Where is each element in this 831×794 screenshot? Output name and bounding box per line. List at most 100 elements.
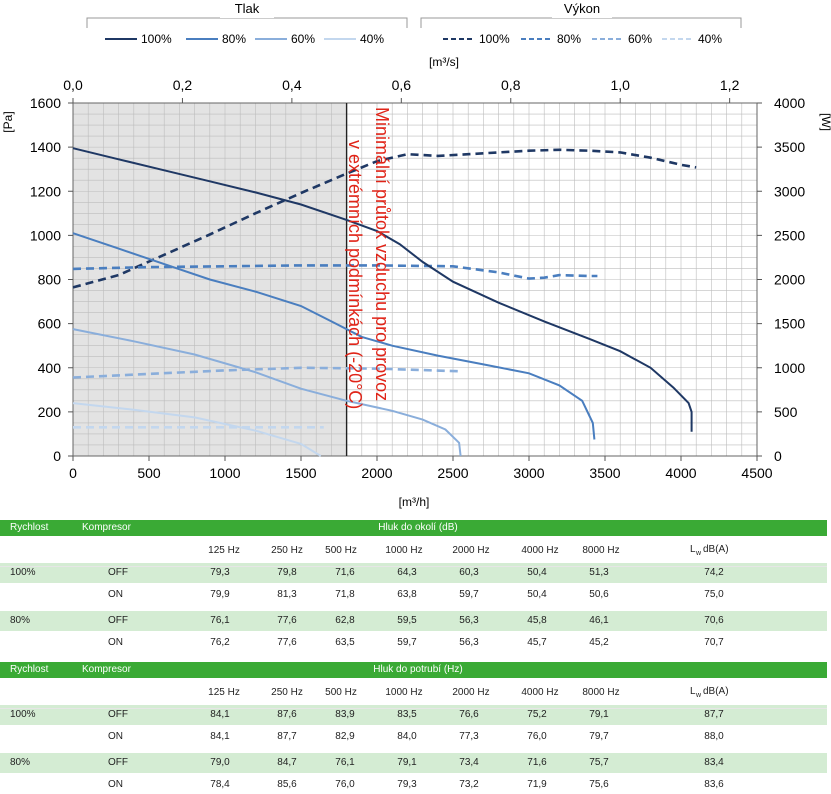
y-right-tick-label: 2500 (774, 227, 805, 243)
y-left-tick-label: 200 (38, 404, 62, 420)
row-value: 56,3 (459, 637, 479, 648)
band-header: 4000 Hz (521, 687, 559, 698)
legend-label-vykon-3: 40% (698, 32, 722, 46)
row-lw: 70,7 (704, 637, 724, 648)
row-value: 79,1 (397, 757, 417, 768)
row-band (0, 753, 827, 773)
row-speed: 100% (10, 709, 36, 720)
row-lw: 83,6 (704, 779, 724, 790)
row-value: 79,9 (210, 589, 230, 600)
row-value: 77,6 (277, 615, 297, 626)
band-header: 250 Hz (271, 545, 303, 556)
row-value: 76,6 (459, 709, 479, 720)
band-header: 1000 Hz (385, 545, 423, 556)
header-kompresor: Kompresor (82, 664, 131, 675)
table-title: Hluk do potrubí (Hz) (373, 664, 463, 675)
legend-label-tlak-1: 80% (222, 32, 246, 46)
y-left-tick-label: 0 (53, 448, 61, 464)
row-value: 87,7 (277, 731, 297, 742)
row-value: 79,8 (277, 567, 297, 578)
band-header: 125 Hz (208, 545, 240, 556)
row-value: 84,7 (277, 757, 297, 768)
x-top-tick-label: 0,6 (392, 77, 412, 93)
row-value: 71,6 (335, 567, 355, 578)
row-speed: 80% (10, 615, 31, 626)
row-value: 82,9 (335, 731, 355, 742)
band-header: 4000 Hz (521, 545, 559, 556)
row-value: 50,4 (527, 567, 547, 578)
row-speed: 80% (10, 757, 31, 768)
y-left-tick-label: 1400 (30, 139, 61, 155)
row-lw: 83,4 (704, 757, 724, 768)
legend-title-tlak: Tlak (235, 1, 260, 16)
row-value: 45,8 (527, 615, 547, 626)
row-value: 59,5 (397, 615, 417, 626)
row-lw: 70,6 (704, 615, 724, 626)
row-value: 46,1 (589, 615, 609, 626)
y-left-axis-label: [Pa] (1, 111, 15, 132)
legend-label-vykon-1: 80% (557, 32, 581, 46)
row-value: 76,1 (210, 615, 230, 626)
x-bottom-tick-label: 3000 (513, 465, 544, 481)
table-header-bar: Rychlost Kompresor Hluk do okolí (dB) (0, 520, 827, 536)
row-lw: 88,0 (704, 731, 724, 742)
row-value: 81,3 (277, 589, 297, 600)
row-value: 63,5 (335, 637, 355, 648)
row-value: 75,2 (527, 709, 547, 720)
row-value: 87,6 (277, 709, 297, 720)
x-bottom-tick-label: 1000 (209, 465, 240, 481)
x-top-tick-label: 0,4 (282, 77, 302, 93)
row-value: 50,4 (527, 589, 547, 600)
row-value: 45,7 (527, 637, 547, 648)
row-value: 84,1 (210, 731, 230, 742)
x-bottom-axis-label: [m³/h] (399, 495, 430, 509)
y-left-tick-label: 800 (38, 272, 62, 288)
row-kompresor: ON (108, 779, 123, 790)
row-value: 59,7 (459, 589, 479, 600)
y-right-axis-label: [W] (819, 113, 831, 131)
lw-unit: dB(A) (703, 686, 729, 697)
y-left-tick-label: 1200 (30, 183, 61, 199)
row-value: 83,9 (335, 709, 355, 720)
row-value: 73,4 (459, 757, 479, 768)
row-value: 78,4 (210, 779, 230, 790)
row-value: 64,3 (397, 567, 417, 578)
row-value: 83,5 (397, 709, 417, 720)
row-value: 60,3 (459, 567, 479, 578)
pressure-line-80 (72, 232, 596, 440)
x-bottom-tick-label: 500 (137, 465, 161, 481)
band-header: 250 Hz (271, 687, 303, 698)
lw-sub: w (696, 550, 702, 557)
pressure-line-40 (72, 402, 322, 457)
row-value: 79,7 (589, 731, 609, 742)
x-bottom-tick-label: 2500 (437, 465, 468, 481)
table-divider (0, 566, 827, 567)
row-value: 50,6 (589, 589, 609, 600)
row-value: 77,6 (277, 637, 297, 648)
legend-title-bg-tlak (220, 2, 274, 18)
row-kompresor: OFF (108, 709, 128, 720)
row-value: 76,0 (527, 731, 547, 742)
y-right-tick-label: 1500 (774, 316, 805, 332)
annotation-line-2: v extrémních podmínkách (-20°C) (345, 140, 365, 409)
row-speed: 100% (10, 567, 36, 578)
table-header-bar: Rychlost Kompresor Hluk do potrubí (Hz) (0, 662, 827, 678)
row-kompresor: OFF (108, 615, 128, 626)
lw-sub: w (696, 692, 702, 699)
row-value: 63,8 (397, 589, 417, 600)
row-value: 51,3 (589, 567, 609, 578)
band-header: 500 Hz (325, 545, 357, 556)
y-right-tick-label: 1000 (774, 360, 805, 376)
x-top-tick-label: 0,8 (501, 77, 521, 93)
legend-bracket-vykon (420, 17, 742, 28)
row-value: 62,8 (335, 615, 355, 626)
power-line-80 (72, 264, 598, 280)
row-value: 84,1 (210, 709, 230, 720)
row-value: 71,6 (527, 757, 547, 768)
lw-header: L (690, 686, 696, 697)
y-right-tick-label: 3500 (774, 139, 805, 155)
noise-ambient-table: Rychlost Kompresor Hluk do okolí (dB) 125 H… (0, 520, 831, 655)
power-line-60 (72, 366, 461, 379)
legend-title-vykon: Výkon (564, 1, 600, 16)
row-kompresor: ON (108, 589, 123, 600)
